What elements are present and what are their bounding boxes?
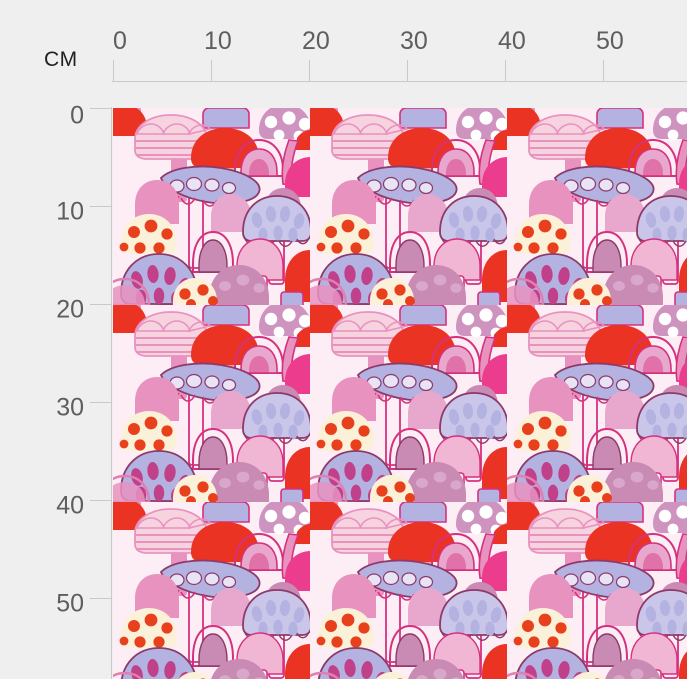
unit-label: CM — [44, 48, 78, 71]
pattern-tile — [507, 305, 687, 502]
horizontal-ruler-axis-line — [112, 81, 687, 82]
vertical-ruler-axis-line — [111, 107, 112, 679]
horizontal-tick-40 — [505, 60, 506, 82]
vertical-tick-20 — [90, 304, 112, 305]
horizontal-ruler: 0 10 20 30 40 50 — [112, 27, 687, 82]
horizontal-tick-label-10: 10 — [204, 27, 232, 55]
fabric-swatch[interactable] — [113, 108, 687, 679]
pattern-tile — [113, 305, 310, 502]
horizontal-tick-0 — [113, 60, 114, 82]
pattern-tile — [113, 108, 310, 305]
horizontal-tick-label-30: 30 — [400, 27, 428, 55]
horizontal-tick-label-20: 20 — [302, 27, 330, 55]
vertical-tick-30 — [90, 402, 112, 403]
pattern-tile — [507, 108, 687, 305]
vertical-tick-label-40: 40 — [56, 491, 84, 520]
fabric-pattern-tiles — [113, 108, 687, 679]
vertical-tick-label-20: 20 — [56, 295, 84, 324]
vertical-tick-40 — [90, 500, 112, 501]
horizontal-tick-10 — [211, 60, 212, 82]
vertical-tick-50 — [90, 598, 112, 599]
horizontal-tick-label-40: 40 — [498, 27, 526, 55]
horizontal-tick-50 — [603, 60, 604, 82]
vertical-tick-label-10: 10 — [56, 197, 84, 226]
pattern-tile — [310, 305, 507, 502]
horizontal-tick-30 — [407, 60, 408, 82]
pattern-tile — [310, 502, 507, 679]
horizontal-tick-label-50: 50 — [596, 27, 624, 55]
horizontal-tick-label-0: 0 — [113, 27, 127, 55]
vertical-tick-0 — [90, 108, 112, 109]
vertical-ruler: 0 10 20 30 40 50 — [56, 102, 112, 679]
vertical-tick-label-0: 0 — [70, 101, 84, 130]
pattern-tile — [310, 108, 507, 305]
horizontal-tick-20 — [309, 60, 310, 82]
pattern-tile — [113, 502, 310, 679]
pattern-tile — [507, 502, 687, 679]
vertical-tick-10 — [90, 206, 112, 207]
vertical-tick-label-30: 30 — [56, 393, 84, 422]
vertical-tick-label-50: 50 — [56, 589, 84, 618]
